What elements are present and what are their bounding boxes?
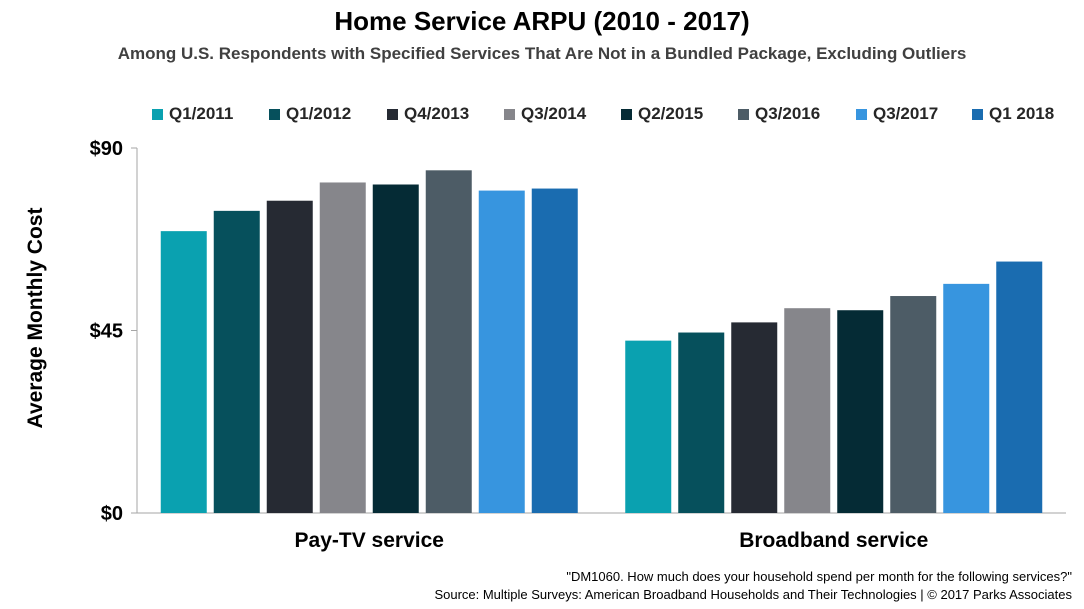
bar: [678, 332, 725, 513]
chart-legend: Q1/2011 Q1/2012 Q4/2013 Q3/2014 Q2/2015 Q3/20…: [0, 104, 1084, 128]
legend-swatch: [387, 108, 398, 120]
legend-swatch: [621, 108, 632, 120]
chart-subtitle: Among U.S. Respondents with Specified Se…: [117, 44, 967, 63]
legend-label: Q4/2013: [404, 104, 470, 123]
bar: [943, 283, 990, 513]
bar: [996, 261, 1043, 513]
legend-label: Q3/2017: [873, 104, 939, 123]
bar: [478, 190, 525, 514]
chart-title: Home Service ARPU (2010 - 2017): [334, 6, 750, 36]
legend-swatch: [504, 108, 515, 120]
x-category-label: Broadband service: [739, 529, 928, 552]
legend-label: Q1/2011: [169, 104, 234, 123]
bar: [625, 340, 672, 513]
bar: [213, 210, 260, 513]
legend-label: Q1/2012: [286, 104, 352, 123]
bar: [731, 322, 778, 513]
legend-item: Q1/2011: [152, 104, 233, 124]
source-note: Source: Multiple Surveys: American Broad…: [434, 587, 1072, 602]
legend-swatch: [738, 108, 749, 120]
y-tick-label: $90: [90, 138, 123, 160]
legend-label: Q3/2014: [521, 104, 587, 123]
legend-label: Q1 2018: [989, 104, 1055, 123]
legend-swatch: [152, 108, 163, 120]
legend-item: Q2/2015: [621, 104, 703, 124]
bar: [160, 231, 207, 513]
legend-item: Q3/2014: [504, 104, 586, 124]
legend-swatch: [972, 108, 983, 120]
legend-label: Q3/2016: [755, 104, 821, 123]
legend-swatch: [856, 108, 867, 120]
legend-label: Q2/2015: [638, 104, 704, 123]
y-tick-label: $0: [101, 503, 123, 525]
legend-item: Q3/2016: [738, 104, 820, 124]
legend-item: Q1 2018: [972, 104, 1054, 124]
survey-question-note: "DM1060. How much does your household sp…: [566, 569, 1072, 584]
bar: [837, 310, 884, 513]
bar: [890, 296, 937, 513]
bar: [531, 188, 578, 514]
legend-item: Q1/2012: [269, 104, 351, 124]
legend-swatch: [269, 108, 280, 120]
y-tick-label: $45: [90, 321, 123, 343]
legend-item: Q3/2017: [856, 104, 938, 124]
x-category-label: Pay-TV service: [295, 529, 444, 552]
bar: [425, 170, 472, 514]
legend-item: Q4/2013: [387, 104, 469, 124]
bar: [266, 200, 313, 513]
bar: [372, 184, 419, 513]
bar: [784, 308, 831, 513]
bar: [319, 182, 366, 513]
